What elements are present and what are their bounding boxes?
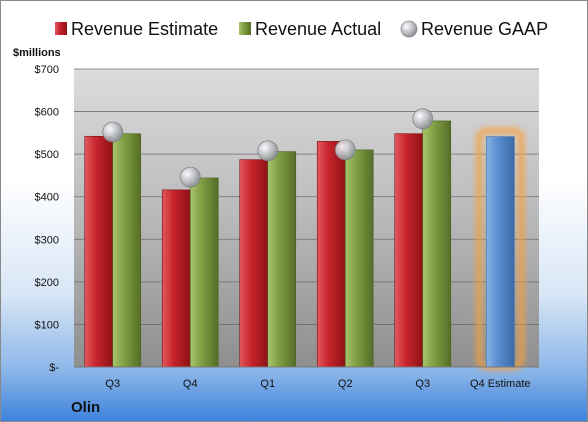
plot-area	[74, 69, 539, 367]
y-tick-label: $700	[35, 64, 59, 76]
x-tick-label: Q3	[105, 378, 120, 390]
legend-swatch-gaap	[400, 20, 418, 38]
legend-label-estimate: Revenue Estimate	[71, 19, 218, 39]
legend: Revenue Estimate Revenue Actual Revenue …	[55, 19, 548, 39]
y-tick-label: $100	[35, 319, 59, 331]
bar-revenue-estimate	[316, 141, 346, 368]
legend-swatch-actual	[239, 22, 251, 35]
bar-revenue-actual	[189, 177, 219, 368]
bar-revenue-actual	[344, 149, 374, 368]
y-tick-label: $200	[35, 277, 59, 289]
legend-item-gaap: Revenue GAAP	[400, 19, 548, 39]
x-tick-label: Q2	[338, 378, 353, 390]
marker-revenue-gaap	[334, 139, 356, 161]
legend-label-gaap: Revenue GAAP	[421, 19, 548, 39]
marker-revenue-gaap	[412, 108, 434, 130]
y-tick-label: $300	[35, 234, 59, 246]
y-axis-unit-label: $millions	[13, 47, 61, 59]
y-tick-label: $500	[35, 149, 59, 161]
gaap-markers	[102, 108, 434, 188]
x-tick-label: Q1	[260, 378, 275, 390]
company-name: Olin	[71, 399, 101, 416]
legend-swatch-estimate	[55, 22, 67, 35]
y-tick-label: $-	[49, 362, 59, 374]
legend-label-actual: Revenue Actual	[255, 19, 381, 39]
bar-revenue-actual	[422, 120, 452, 368]
bars	[84, 120, 525, 371]
legend-item-estimate: Revenue Estimate	[55, 19, 218, 39]
y-axis-ticks: $- $100 $200 $300 $400 $500 $600 $700	[35, 64, 60, 374]
bar-revenue-actual	[112, 133, 142, 368]
x-tick-label: Q4	[183, 378, 198, 390]
bar-revenue-estimate	[161, 189, 191, 368]
x-tick-label: Q4 Estimate	[470, 378, 531, 390]
x-tick-label: Q3	[415, 378, 430, 390]
bar-revenue-estimate	[394, 133, 424, 368]
bar-revenue-actual	[267, 151, 297, 368]
y-tick-label: $400	[35, 192, 59, 204]
y-tick-label: $600	[35, 107, 59, 119]
legend-item-actual: Revenue Actual	[239, 19, 381, 39]
marker-revenue-gaap	[257, 140, 279, 162]
bar-future-estimate	[485, 136, 515, 368]
x-axis-ticks: Q3 Q4 Q1 Q2 Q3 Q4 Estimate	[105, 378, 530, 390]
grid-lines	[74, 68, 539, 325]
bar-revenue-estimate	[84, 135, 114, 368]
marker-revenue-gaap	[102, 121, 124, 143]
marker-revenue-gaap	[179, 166, 201, 188]
bar-revenue-estimate	[239, 159, 269, 368]
